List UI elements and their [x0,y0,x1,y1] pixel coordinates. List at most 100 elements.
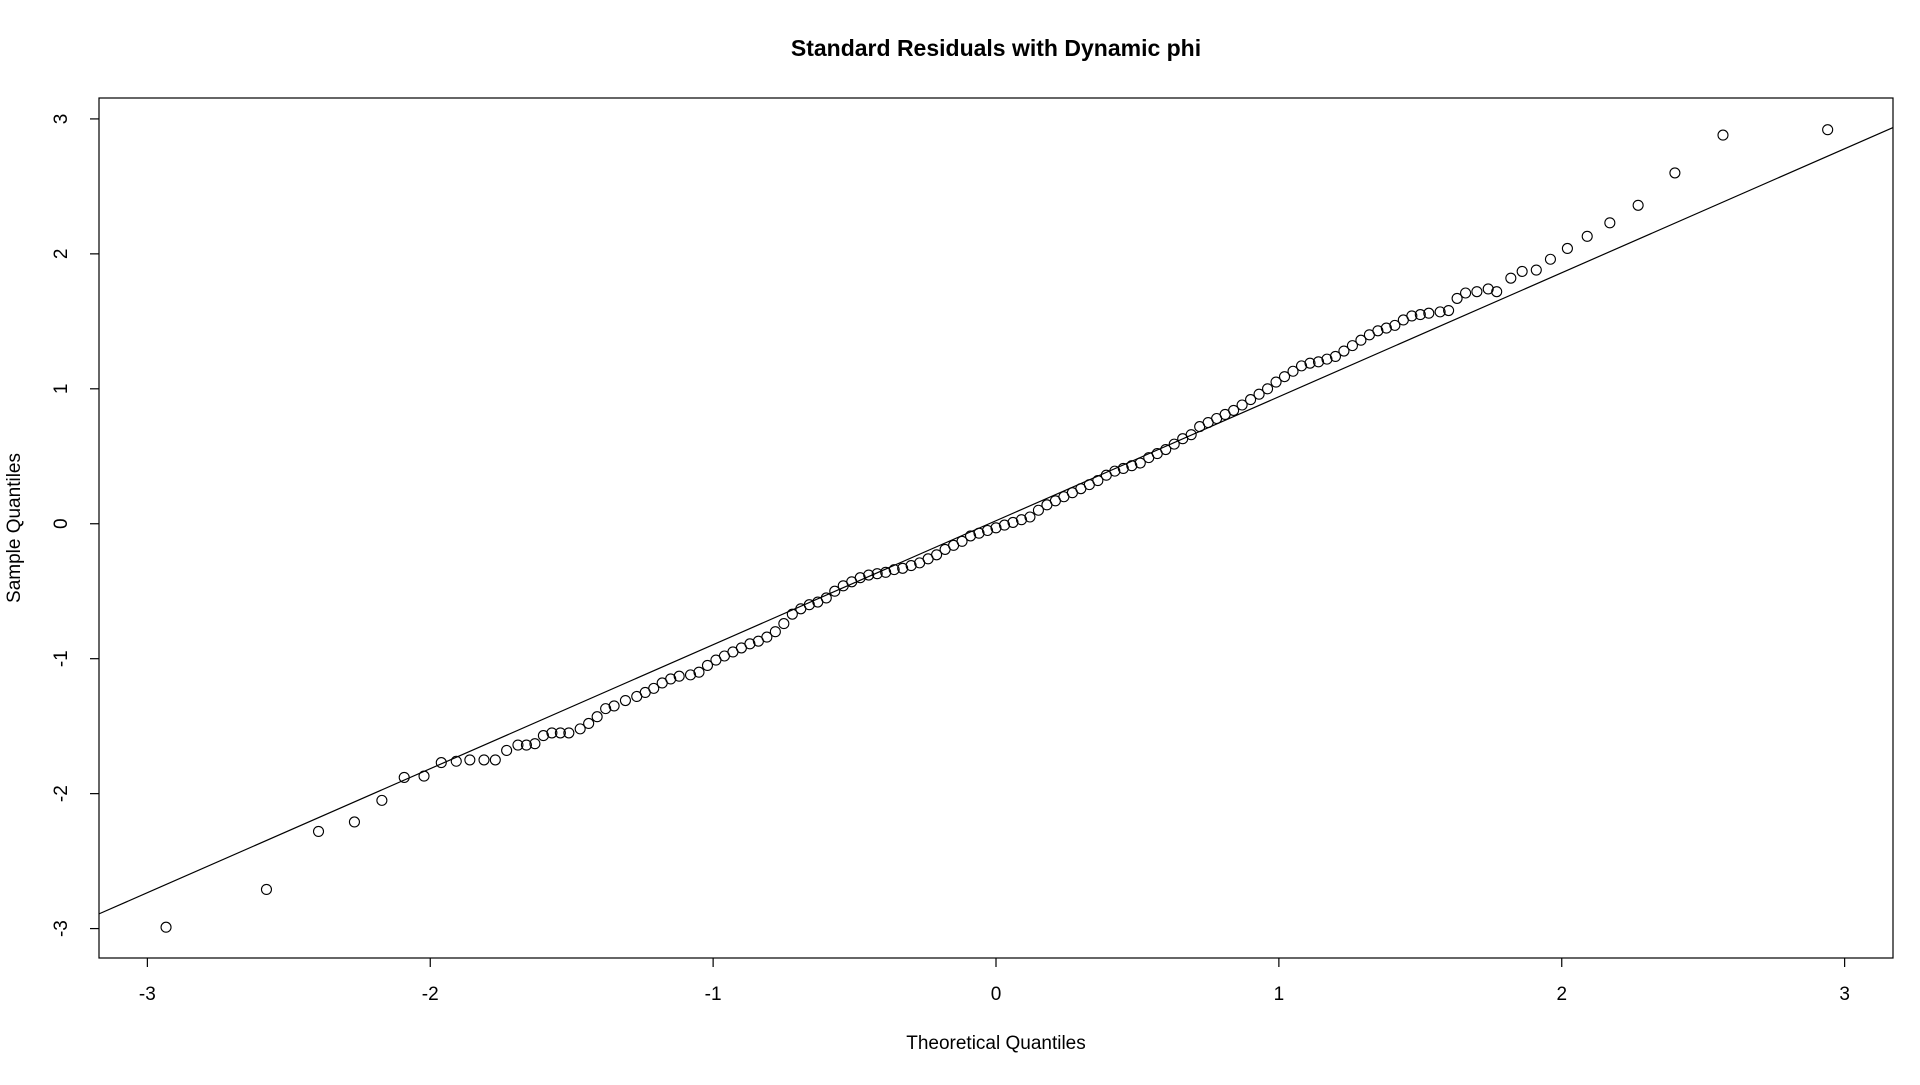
point [478,754,490,766]
point [931,549,943,561]
point [1530,264,1542,276]
point [1581,230,1593,242]
x-tick-label: 1 [1274,984,1285,1005]
x-tick-label: 0 [991,984,1002,1005]
point [1434,306,1446,318]
point [1471,286,1483,298]
x-tick-label: -3 [139,984,156,1005]
point [1015,514,1028,526]
point [1516,265,1528,277]
point [1185,429,1197,441]
point [529,738,541,750]
point [1822,124,1834,136]
point [888,564,900,576]
point [583,717,595,730]
point [665,673,677,685]
point [829,585,841,597]
point [1321,353,1333,365]
point [1236,399,1248,411]
point [1032,504,1044,516]
point [1160,443,1172,456]
point [312,825,325,837]
point [1423,307,1435,319]
point [1253,388,1265,400]
x-tick-label: -2 [422,984,439,1005]
point [554,727,566,739]
y-tick-label: -1 [51,650,72,667]
point [376,794,388,806]
point [1295,360,1308,372]
point [591,711,603,723]
y-axis-label: Sample Quantiles [4,453,25,603]
point [693,666,705,678]
point [1717,129,1729,141]
point [348,816,360,828]
point [619,694,631,707]
point [648,682,660,694]
point [435,757,447,769]
point [905,560,917,572]
point [1389,319,1401,331]
point [701,659,714,671]
point [761,631,773,643]
point [574,723,586,735]
point [1312,356,1325,368]
y-tick-label: 2 [51,249,72,260]
point [1117,462,1129,474]
point [1443,304,1455,317]
point [520,739,532,751]
point [1544,253,1556,265]
point [1460,287,1472,299]
point [1372,325,1384,337]
point [673,670,685,682]
point [501,744,513,757]
point [464,754,476,766]
point [1007,516,1019,528]
point [600,703,612,715]
point [1338,345,1350,357]
point [1482,283,1494,295]
point [871,568,883,580]
point [1414,309,1426,321]
point [1278,371,1291,383]
point [880,566,892,578]
point [820,592,832,604]
point [964,530,977,542]
point [489,754,501,766]
point [1604,217,1616,229]
point [1228,404,1240,416]
point [398,771,410,783]
chart-title: Standard Residuals with Dynamic phi [791,35,1201,61]
x-tick-label: -1 [705,984,722,1005]
point [1669,167,1681,179]
point [546,727,558,739]
point [450,755,462,767]
point [769,626,781,638]
point [1245,394,1257,406]
y-tick-label: -3 [51,920,72,937]
point [990,522,1002,534]
point [1270,376,1282,388]
point [1024,511,1036,523]
point [260,883,273,895]
point [786,608,798,620]
point [537,730,549,742]
point [1304,357,1316,369]
point [1561,242,1573,255]
point [512,739,524,751]
x-axis-label: Theoretical Quantiles [906,1033,1086,1054]
point [1346,340,1358,352]
point [1406,310,1418,322]
point [778,618,790,630]
point [1329,350,1342,362]
point [1380,322,1392,334]
reference-line [98,127,1894,915]
point [1491,286,1503,298]
point [1262,383,1274,395]
point [1168,438,1180,450]
y-tick-label: 0 [51,518,72,529]
point [563,727,575,739]
point [684,669,697,681]
